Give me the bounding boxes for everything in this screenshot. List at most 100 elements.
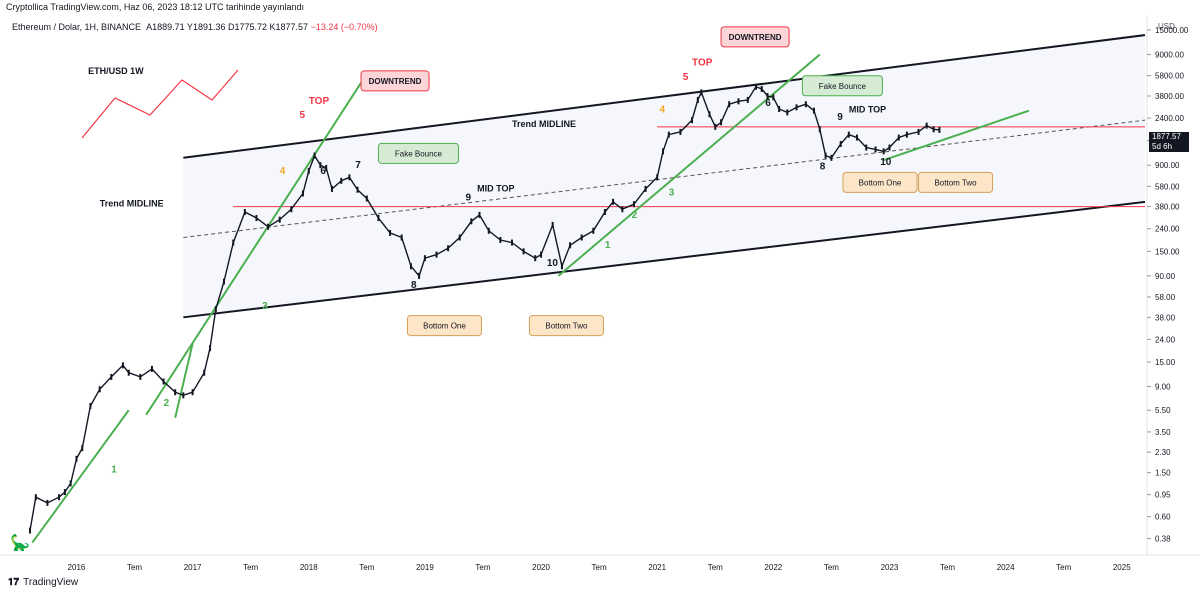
- symbol-info: Ethereum / Dolar, 1H, BINANCE A1889.71 Y…: [12, 22, 378, 32]
- price-candle: [714, 123, 717, 130]
- trend-line: [183, 34, 1146, 159]
- price-candle: [905, 131, 908, 138]
- y-tick-label: 38.00: [1155, 313, 1176, 322]
- annotation-label: 5: [299, 110, 305, 121]
- y-tick-label: 380.00: [1155, 203, 1180, 212]
- x-tick-label: 2019: [416, 563, 434, 572]
- price-candle: [708, 111, 711, 118]
- price-candle: [267, 223, 270, 230]
- price-candle: [737, 98, 740, 105]
- price-candle: [720, 119, 723, 126]
- tradingview-logo-icon: 𝟏𝟕: [8, 577, 20, 588]
- x-tick-label: 2024: [997, 563, 1015, 572]
- price-candle: [313, 152, 316, 159]
- price-candle: [728, 101, 731, 108]
- price-candle: [209, 345, 212, 352]
- annotation-label: 1: [605, 240, 611, 251]
- y-tick-label: 24.00: [1155, 335, 1176, 344]
- trend-line: [31, 409, 130, 544]
- x-tick-label: 2020: [532, 563, 550, 572]
- price-candle: [511, 239, 514, 246]
- price-candle: [746, 96, 749, 103]
- annotation-label: Trend MIDLINE: [512, 119, 576, 129]
- price-candle: [98, 386, 101, 393]
- price-candle: [772, 94, 775, 101]
- price-candle: [348, 174, 351, 181]
- price-candle: [46, 499, 49, 506]
- callout-box: [528, 315, 604, 337]
- weekly-sketch-line: [81, 69, 239, 139]
- callout-box: [360, 70, 430, 92]
- annotation-label: 1: [111, 465, 117, 476]
- price-candle: [855, 134, 858, 141]
- price-candle: [847, 131, 850, 138]
- price-candle: [290, 206, 293, 213]
- price-candle: [182, 392, 185, 399]
- channel-fill: [183, 35, 1145, 318]
- x-tick-label: Tem: [824, 563, 839, 572]
- trend-line: [174, 343, 194, 418]
- x-tick-label: Tem: [940, 563, 955, 572]
- price-candle: [754, 83, 757, 90]
- annotation-label: 5: [683, 72, 689, 83]
- price-candle: [540, 251, 543, 258]
- price-candle: [418, 272, 421, 279]
- trend-line: [883, 109, 1030, 162]
- price-candle: [778, 105, 781, 112]
- annotation-label: 8: [411, 280, 417, 291]
- price-candle: [470, 218, 473, 225]
- annotation-label: 6: [765, 98, 771, 109]
- price-candle: [243, 208, 246, 215]
- y-tick-label: 900.00: [1155, 161, 1180, 170]
- price-candle: [839, 140, 842, 147]
- annotation-label: TOP: [692, 57, 713, 68]
- price-candle: [612, 198, 615, 205]
- price-candle: [222, 278, 225, 285]
- x-tick-label: 2017: [184, 563, 202, 572]
- price-candle: [330, 185, 333, 192]
- price-candle: [932, 126, 935, 133]
- price-candle: [760, 85, 763, 92]
- callout-box: [406, 315, 482, 337]
- price-candle: [795, 104, 798, 111]
- price-series-line: [29, 85, 940, 531]
- price-candle: [301, 190, 304, 197]
- y-tick-label: 5.50: [1155, 406, 1171, 415]
- x-tick-label: 2018: [300, 563, 318, 572]
- price-candle: [824, 152, 827, 159]
- price-candle: [278, 216, 281, 223]
- annotation-label: 6: [320, 166, 326, 177]
- x-tick-label: 2016: [68, 563, 86, 572]
- annotation-label: 8: [820, 162, 826, 173]
- brand-name: TradingView: [23, 577, 79, 588]
- price-candle: [818, 126, 821, 133]
- callout-label: Bottom Two: [934, 178, 977, 187]
- annotation-label: 2: [164, 398, 170, 409]
- y-tick-label: 3.50: [1155, 428, 1171, 437]
- price-candle: [110, 373, 113, 380]
- price-candle: [447, 245, 450, 252]
- price-candle: [69, 480, 72, 487]
- footer-brand[interactable]: 𝟏𝟕 TradingView: [8, 577, 78, 588]
- x-tick-label: Tem: [1056, 563, 1071, 572]
- price-candle: [307, 167, 310, 174]
- price-candle: [203, 369, 206, 376]
- price-candle: [139, 373, 142, 380]
- price-candle: [174, 389, 177, 396]
- price-candle: [865, 144, 868, 151]
- price-candle: [534, 255, 537, 262]
- price-candle: [632, 201, 635, 208]
- annotation-label: Trend MIDLINE: [100, 199, 164, 209]
- price-candle: [522, 248, 525, 255]
- price-candle: [389, 229, 392, 236]
- price-candle: [400, 234, 403, 241]
- annotation-label: MID TOP: [477, 184, 514, 194]
- callout-box: [720, 26, 790, 48]
- price-candle: [478, 211, 481, 218]
- y-tick-label: 0.60: [1155, 513, 1171, 522]
- annotation-label: MID TOP: [849, 104, 886, 114]
- price-candle: [830, 154, 833, 161]
- price-candle: [255, 215, 258, 222]
- price-candle: [319, 162, 322, 169]
